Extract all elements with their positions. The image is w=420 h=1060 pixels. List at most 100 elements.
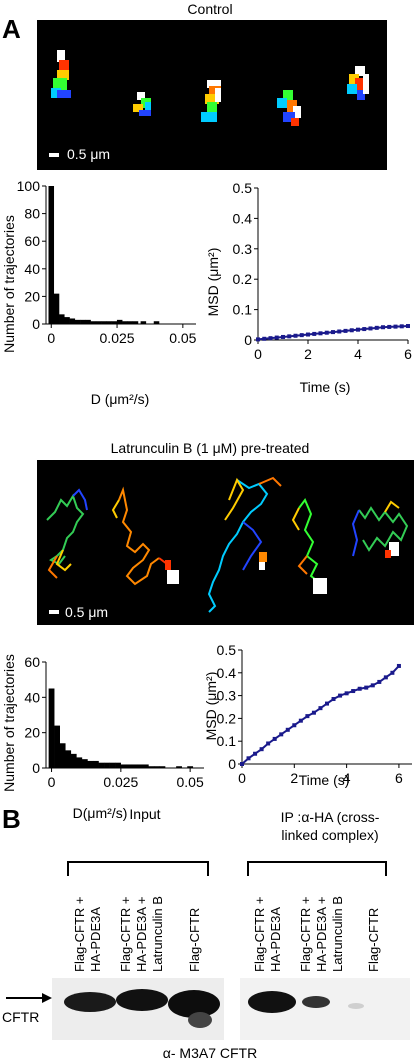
- latrunculin-trajectories: [46, 476, 409, 614]
- y-tick-label: 0: [32, 316, 40, 332]
- lane-2-line-1: Flag-CFTR +: [118, 897, 133, 972]
- histogram-bar: [69, 318, 76, 324]
- msd-point: [292, 723, 297, 728]
- y-tick-label: 0: [32, 760, 40, 776]
- x-axis-label: D (μm²/s): [91, 391, 150, 407]
- msd-point: [356, 327, 360, 332]
- histogram-bar: [132, 321, 139, 324]
- input-title: Input: [129, 806, 161, 822]
- histogram-bar: [98, 762, 105, 768]
- x-tick-label: 2: [304, 346, 312, 362]
- msd-point: [357, 686, 362, 691]
- y-tick-label: 100: [17, 178, 41, 194]
- input-lane-labels: Flag-CFTR + HA-PDE3A Flag-CFTR + HA-PDE3…: [72, 896, 202, 972]
- ip-band-1: [248, 991, 296, 1013]
- trajectory-4: [277, 90, 301, 126]
- msd-point: [344, 691, 349, 696]
- histogram-bar: [153, 321, 160, 324]
- x-tick-label: 4: [354, 346, 362, 362]
- msd-point: [318, 331, 323, 336]
- y-axis-label: MSD (μm²): [203, 672, 219, 741]
- arrow-head-icon: [42, 993, 52, 1003]
- msd-point: [240, 762, 244, 766]
- cftr-label: CFTR: [2, 1009, 39, 1025]
- lane-2-line-2: HA-PDE3A +: [134, 896, 149, 972]
- histogram-bar: [87, 760, 94, 768]
- x-tick-label: 4: [343, 770, 351, 786]
- histogram-bar: [176, 766, 182, 768]
- msd-point: [253, 751, 258, 756]
- msd-point: [362, 327, 367, 332]
- trajectory-1: [46, 493, 85, 566]
- msd-point: [393, 324, 398, 329]
- histogram-bar: [142, 764, 149, 768]
- x-axis-label: Time (s): [300, 379, 351, 395]
- msd-point: [390, 670, 395, 675]
- panel-letter-a: A: [2, 14, 21, 44]
- plot-area: 0 20 40 60 80 100 0 0.025 0.05: [17, 178, 197, 346]
- input-band-1: [64, 992, 116, 1012]
- y-tick-label: 40: [24, 261, 40, 277]
- x-tick-label: 0.05: [169, 330, 196, 346]
- histogram-bar: [140, 321, 147, 324]
- histogram-bar: [59, 743, 66, 768]
- plot-area: 0 0.1 0.2 0.3 0.4 0.5 0 2 4 6: [233, 180, 413, 362]
- latrunculin-msd-plot: MSD (μm²) Time (s) 0 0.1 0.2 0.3 0.4 0.5 0 2 4 6: [203, 642, 412, 788]
- msd-point: [383, 675, 388, 680]
- control-trajectory-image: [37, 20, 387, 170]
- msd-point: [281, 334, 285, 339]
- histogram-bar: [81, 759, 88, 768]
- msd-point: [331, 330, 335, 335]
- y-tick-label: 0.1: [233, 302, 253, 318]
- control-scale-label: 0.5 μm: [67, 146, 111, 162]
- msd-point: [381, 325, 385, 330]
- msd-point: [279, 732, 284, 737]
- latrunculin-trajectory-image: [37, 460, 414, 625]
- y-tick-label: 0: [228, 756, 236, 772]
- y-axis-label: Number of trajectories: [1, 654, 17, 792]
- histogram-bar: [64, 317, 70, 324]
- histogram-bar: [137, 764, 144, 768]
- msd-point: [305, 714, 310, 719]
- msd-point: [256, 337, 260, 342]
- input-band-2: [116, 989, 168, 1011]
- msd-point: [299, 333, 304, 338]
- histogram-bar: [65, 750, 72, 768]
- histogram-bar: [54, 725, 60, 768]
- lane-1-line-1: Flag-CFTR +: [72, 897, 87, 972]
- y-tick-label: 0.4: [233, 210, 253, 226]
- lane-1-line-2: HA-PDE3A: [268, 907, 283, 972]
- histogram-bar: [90, 321, 97, 324]
- y-axis-label: MSD (μm²): [205, 248, 221, 317]
- histogram-bar: [153, 766, 160, 768]
- lane-2-line-2: HA-PDE3A +: [314, 896, 329, 972]
- y-tick-label: 60: [24, 654, 40, 670]
- control-msd-plot: MSD (μm²) Time (s) 0 0.1 0.2 0.3 0.4 0.5 0 2 4 6: [205, 180, 413, 395]
- histogram-bar: [148, 766, 155, 768]
- msd-point: [318, 706, 323, 711]
- x-tick-label: 6: [404, 346, 412, 362]
- histogram-bar: [59, 314, 65, 324]
- y-tick-label: 0.3: [233, 241, 253, 257]
- msd-point: [262, 336, 267, 341]
- histogram-bar: [92, 760, 99, 768]
- ip-title: IP :α-HA (cross- linked complex): [240, 808, 420, 844]
- y-axis-label: Number of trajectories: [1, 215, 17, 353]
- histogram-bar: [80, 319, 86, 324]
- trajectory-4: [298, 498, 322, 585]
- trajectory-2: [118, 486, 160, 586]
- latrunculin-scale-label: 0.5 μm: [65, 604, 109, 620]
- msd-point: [370, 683, 375, 688]
- msd-point: [377, 679, 382, 684]
- msd-point: [246, 756, 251, 761]
- msd-point: [343, 328, 348, 333]
- msd-point: [331, 697, 336, 702]
- msd-point: [298, 718, 303, 723]
- msd-point: [311, 710, 316, 715]
- lane-1-line-2: HA-PDE3A: [88, 907, 103, 972]
- msd-point: [312, 331, 317, 336]
- y-tick-label: 0.5: [233, 180, 253, 196]
- histogram-bar: [74, 319, 81, 324]
- msd-point: [406, 324, 410, 329]
- histogram-bar: [131, 764, 138, 768]
